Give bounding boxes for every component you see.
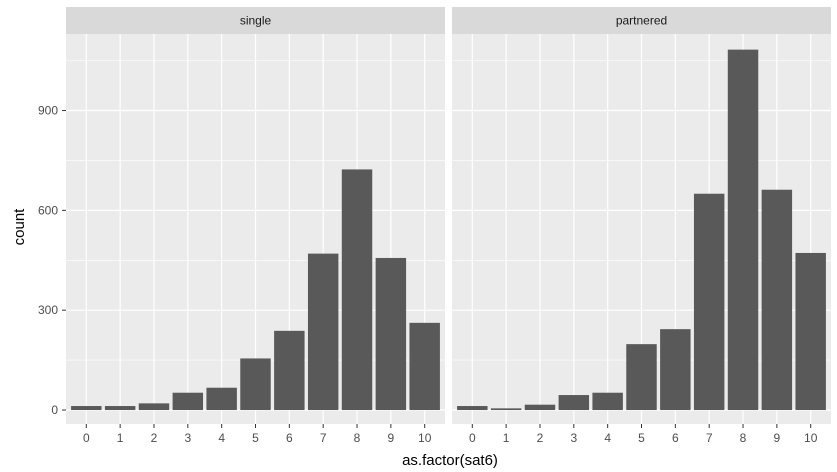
bar-partnered-4: [592, 392, 623, 411]
x-tick-label: 10: [418, 431, 432, 445]
y-tick-label: 600: [38, 203, 58, 217]
x-tick-label: 4: [218, 431, 225, 445]
bar-single-4: [206, 387, 237, 411]
bar-single-2: [138, 403, 170, 411]
bar-single-6: [274, 330, 305, 411]
x-tick-label: 4: [604, 431, 611, 445]
x-tick-label: 10: [804, 431, 818, 445]
x-tick-label: 8: [740, 431, 747, 445]
x-tick-label: 0: [83, 431, 90, 445]
x-tick-label: 9: [388, 431, 395, 445]
x-axis-title: as.factor(sat6): [402, 452, 498, 469]
facet-strip-label: partnered: [616, 14, 667, 28]
bar-single-7: [307, 253, 339, 411]
x-tick-label: 5: [638, 431, 645, 445]
bar-partnered-9: [761, 189, 793, 411]
facet-panel-partnered: partnered 0 1 2 3 4 5 6 7 8 9 10: [452, 7, 831, 445]
y-tick-label: 300: [38, 303, 58, 317]
panels-group: single 0 1 2 3 4 5 6 7 8 9 10 partnered 0 1 2 3 4 5 6 7 8 9 10: [66, 7, 831, 445]
bar-partnered-6: [660, 329, 691, 411]
x-tick-label: 1: [503, 431, 510, 445]
x-tick-label: 1: [117, 431, 124, 445]
bar-partnered-10: [795, 252, 826, 411]
bar-partnered-1: [490, 408, 522, 411]
x-tick-label: 6: [286, 431, 293, 445]
bar-single-0: [71, 406, 102, 411]
facet-panel-single: single 0 1 2 3 4 5 6 7 8 9 10: [66, 7, 445, 445]
bar-partnered-0: [457, 406, 488, 411]
x-tick-label: 7: [706, 431, 713, 445]
bar-single-9: [375, 257, 407, 411]
facet-strip-label: single: [240, 14, 272, 28]
x-tick-label: 3: [184, 431, 191, 445]
y-axis-title: count: [11, 208, 28, 246]
x-tick-label: 5: [252, 431, 259, 445]
bar-partnered-2: [524, 404, 556, 411]
x-tick-label: 7: [320, 431, 327, 445]
x-tick-label: 9: [774, 431, 781, 445]
bar-partnered-7: [693, 193, 725, 411]
bar-partnered-5: [626, 344, 657, 411]
x-tick-label: 3: [570, 431, 577, 445]
bar-partnered-8: [727, 49, 759, 411]
facet-strip: [452, 7, 831, 34]
y-tick-label: 900: [38, 104, 58, 118]
x-tick-label: 6: [672, 431, 679, 445]
y-tick-label: 0: [51, 403, 58, 417]
x-tick-label: 0: [469, 431, 476, 445]
bar-single-3: [172, 392, 204, 411]
x-tick-label: 2: [537, 431, 544, 445]
y-axis: 0 300 600 900: [38, 104, 66, 417]
bar-single-10: [409, 322, 440, 411]
bar-single-5: [240, 358, 271, 411]
x-tick-label: 8: [354, 431, 361, 445]
bar-partnered-3: [558, 395, 590, 411]
bar-single-8: [341, 169, 373, 411]
facet-strip: [66, 7, 445, 34]
x-tick-label: 2: [151, 431, 158, 445]
bar-single-1: [104, 406, 136, 411]
